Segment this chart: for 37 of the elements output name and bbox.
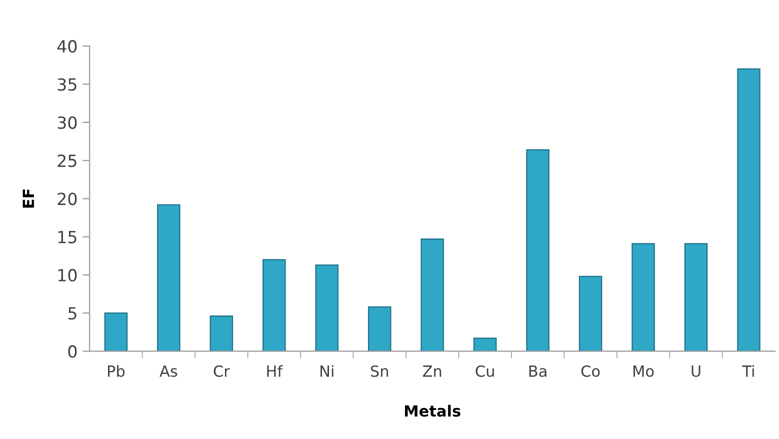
y-tick-label: 10 (58, 268, 77, 282)
y-tick-label: 40 (57, 40, 77, 53)
bar (578, 276, 602, 352)
y-tick-label: 15 (58, 230, 76, 244)
x-tick-label: Cu (476, 365, 494, 377)
x-tick-label: Hf (267, 365, 283, 377)
bar (420, 238, 444, 352)
x-tick-label: Ti (742, 365, 754, 377)
x-tick-label: Pb (108, 365, 125, 377)
bar (315, 264, 339, 352)
x-tick-label: U (692, 366, 700, 377)
bar (104, 312, 128, 352)
bar (262, 259, 286, 352)
x-tick-label: As (160, 366, 178, 377)
y-tick-label: 35 (58, 78, 76, 91)
x-tick-label: Sn (370, 365, 388, 377)
x-tick-label: Ni (320, 365, 334, 377)
x-tick-label: Co (581, 365, 600, 377)
x-tick-label: Ba (529, 366, 546, 377)
x-axis-title: Metals (404, 404, 460, 417)
bar (157, 204, 180, 352)
y-tick-label: 0 (68, 345, 77, 358)
y-tick-label: 25 (58, 154, 76, 168)
bar (210, 316, 234, 352)
bar (368, 306, 392, 352)
bar (632, 243, 655, 352)
bar (737, 68, 760, 352)
bar (473, 338, 497, 352)
x-tick-label: Mo (634, 366, 654, 377)
bar (526, 149, 550, 352)
y-tick-label: 30 (58, 116, 77, 129)
bar (684, 243, 708, 352)
y-tick-label: 5 (68, 307, 76, 320)
y-tick-label: 20 (58, 192, 77, 206)
y-axis-title: EF (22, 189, 34, 208)
x-tick-label: Cr (214, 365, 230, 377)
x-tick-label: Zn (422, 366, 442, 377)
